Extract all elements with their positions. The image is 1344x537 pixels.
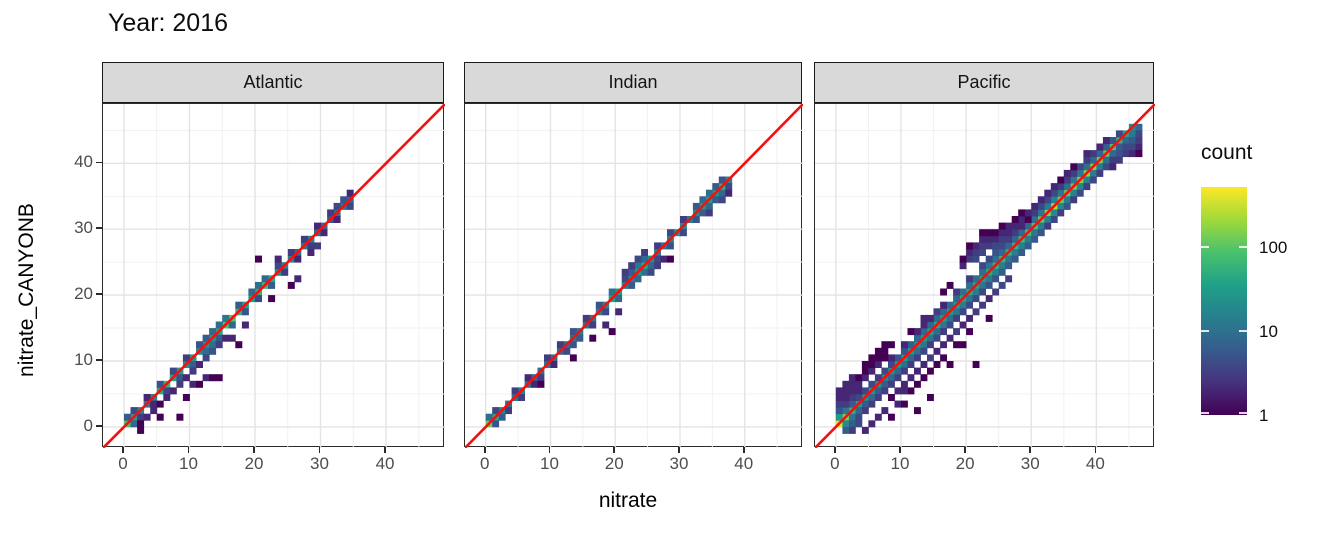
x-tick-label: 30 [669, 454, 689, 473]
identity-line [815, 104, 1155, 448]
x-axis-tick [834, 447, 836, 453]
x-tick-label: 0 [479, 454, 490, 473]
x-tick-label: 10 [540, 454, 559, 473]
grid-layer [465, 104, 803, 448]
x-axis-tick [483, 447, 486, 453]
x-axis-title: nitrate [598, 489, 658, 512]
legend-colorbar [1201, 187, 1247, 415]
plot-area-atlantic [103, 104, 445, 448]
y-axis-title: nitrate_CANYONB [15, 203, 38, 377]
facet-strip-atlantic: Atlantic [102, 62, 444, 103]
y-tick-label: 10 [74, 350, 93, 369]
x-axis-tick [613, 447, 616, 453]
identity-line [103, 104, 445, 448]
x-tick-label: 40 [734, 454, 754, 473]
legend-tick-label: 1 [1259, 406, 1269, 425]
y-axis-tick [96, 293, 102, 295]
x-tick-label: 40 [1085, 454, 1105, 473]
y-tick-label: 20 [74, 284, 93, 304]
y-tick-label: 0 [83, 415, 93, 435]
identity-line [465, 104, 803, 448]
legend-tick-10-right [1239, 330, 1247, 332]
y-axis-tick [96, 359, 102, 361]
y-tick-label: 40 [74, 152, 93, 172]
x-axis-tick [1094, 447, 1097, 453]
x-tick-label: 0 [830, 454, 840, 473]
grid-layer [103, 104, 445, 448]
x-axis-tick [548, 447, 551, 453]
y-axis-tick [96, 161, 102, 164]
x-tick-label: 40 [375, 454, 395, 473]
x-tick-label: 10 [179, 454, 198, 473]
facet-label-indian: Indian [608, 72, 658, 92]
x-tick-label: 10 [890, 454, 910, 473]
x-axis-tick [384, 447, 386, 453]
x-axis-tick [122, 447, 124, 453]
x-tick-label: 20 [604, 454, 624, 473]
x-tick-label: 30 [310, 454, 329, 473]
x-axis-tick [187, 447, 190, 453]
x-axis-tick [964, 447, 966, 453]
x-tick-label: 30 [1020, 454, 1040, 473]
x-axis-tick [742, 447, 745, 453]
legend-tick-label: 10 [1259, 322, 1278, 341]
legend-tick-1-right [1239, 412, 1247, 414]
facet-label-atlantic: Atlantic [243, 72, 303, 92]
x-axis-tick [318, 447, 321, 453]
y-axis-tick [96, 227, 102, 229]
plot-area-pacific [815, 104, 1155, 448]
facet-strip-indian: Indian [464, 62, 802, 103]
legend-tick-100-right [1239, 246, 1247, 248]
x-axis-tick [899, 447, 901, 453]
legend-tick-label: 100 [1259, 238, 1288, 257]
panel-indian [464, 103, 803, 448]
x-axis-tick [678, 447, 680, 453]
plot-title: Year: 2016 [108, 9, 229, 37]
facet-label-pacific: Pacific [957, 72, 1011, 92]
facet-strip-pacific: Pacific [814, 62, 1154, 103]
y-tick-label: 30 [74, 218, 93, 238]
x-tick-label: 20 [955, 454, 975, 473]
y-axis-tick [96, 425, 102, 427]
legend-tick-1-left [1201, 412, 1209, 414]
panel-pacific [814, 103, 1155, 448]
plot-area-indian [465, 104, 803, 448]
x-axis-tick [1029, 447, 1032, 453]
legend-tick-10-left [1201, 330, 1209, 332]
x-tick-label: 20 [244, 454, 264, 473]
legend-title: count [1201, 141, 1253, 164]
legend-tick-100-left [1201, 246, 1209, 248]
x-tick-label: 0 [118, 454, 128, 473]
x-axis-tick [253, 447, 255, 453]
panel-atlantic [102, 103, 445, 448]
